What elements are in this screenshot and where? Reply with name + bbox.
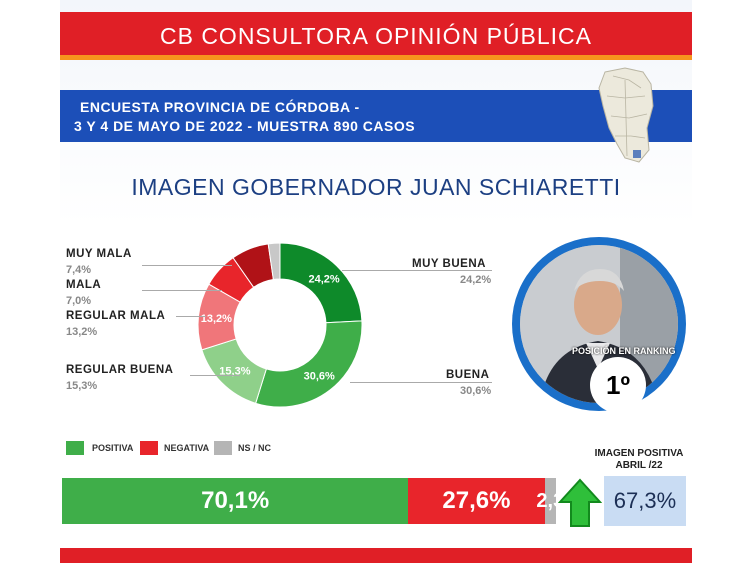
value-muy-mala: 7,4%: [66, 264, 92, 276]
label-muy-buena: MUY BUENA: [412, 258, 486, 270]
value-regular-mala: 13,2%: [66, 326, 98, 338]
legend-nsnc: NS / NC: [238, 443, 272, 453]
label-buena: BUENA: [446, 369, 490, 381]
value-muy-buena: 24,2%: [460, 274, 492, 286]
legend-swatch-positive: [66, 441, 84, 455]
donut-slice-buena: [255, 320, 363, 408]
donut-slice-label: 24,2%: [309, 274, 340, 286]
bar-segment-ns-nc: 2,3: [536, 478, 564, 524]
footer-bar: [60, 548, 692, 563]
label-muy-mala: MUY MALA: [66, 248, 132, 260]
bar-segment-positiva: 70,1%: [62, 478, 409, 524]
leader-regular-mala: [176, 316, 206, 317]
bar-segment-negativa: 27,6%: [408, 478, 545, 524]
stacked-bar: 70,1% 27,6% 2,3: [62, 478, 564, 524]
leader-muy-mala: [142, 265, 232, 266]
up-arrow-icon: [558, 478, 602, 527]
survey-line-1: ENCUESTA PROVINCIA DE CÓRDOBA -: [80, 99, 360, 115]
survey-line-2: 3 Y 4 DE MAYO DE 2022 - MUESTRA 890 CASO…: [74, 118, 416, 134]
legend-negative: NEGATIVA: [164, 443, 210, 453]
label-mala: MALA: [66, 279, 102, 291]
cordoba-map-icon: [598, 67, 654, 163]
value-buena: 30,6%: [460, 385, 492, 397]
legend-positive: POSITIVA: [92, 443, 134, 453]
leader-buena: [350, 382, 492, 383]
header-banner: CB CONSULTORA OPINIÓN PÚBLICA: [60, 12, 692, 60]
legend-swatch-nsnc: [214, 441, 232, 455]
donut-slice-label: 30,6%: [304, 371, 335, 383]
previous-image-value: 67,3%: [604, 476, 686, 526]
donut-slice-label: 15,3%: [219, 365, 250, 377]
rank-badge: 1º: [590, 357, 646, 413]
donut-chart: 24,2% 30,6% 15,3% 13,2%: [197, 242, 363, 408]
leader-regular-buena: [190, 375, 240, 376]
header-title: CB CONSULTORA OPINIÓN PÚBLICA: [159, 23, 593, 49]
value-mala: 7,0%: [66, 295, 92, 307]
leader-mala: [142, 290, 222, 291]
label-regular-buena: REGULAR BUENA: [66, 364, 174, 376]
survey-box: ENCUESTA PROVINCIA DE CÓRDOBA - 3 Y 4 DE…: [60, 90, 692, 142]
donut-slice-ns-nc: [267, 242, 281, 281]
value-regular-buena: 15,3%: [66, 380, 98, 392]
rank-label: POSICIÓN EN RANKING: [572, 346, 676, 356]
label-regular-mala: REGULAR MALA: [66, 310, 166, 322]
previous-image-title: IMAGEN POSITIVA ABRIL /22: [594, 448, 684, 471]
leader-muy-buena: [342, 270, 492, 271]
donut-slice-label: 13,2%: [201, 313, 232, 325]
legend-swatch-negative: [140, 441, 158, 455]
main-title: IMAGEN GOBERNADOR JUAN SCHIARETTI: [131, 174, 621, 200]
